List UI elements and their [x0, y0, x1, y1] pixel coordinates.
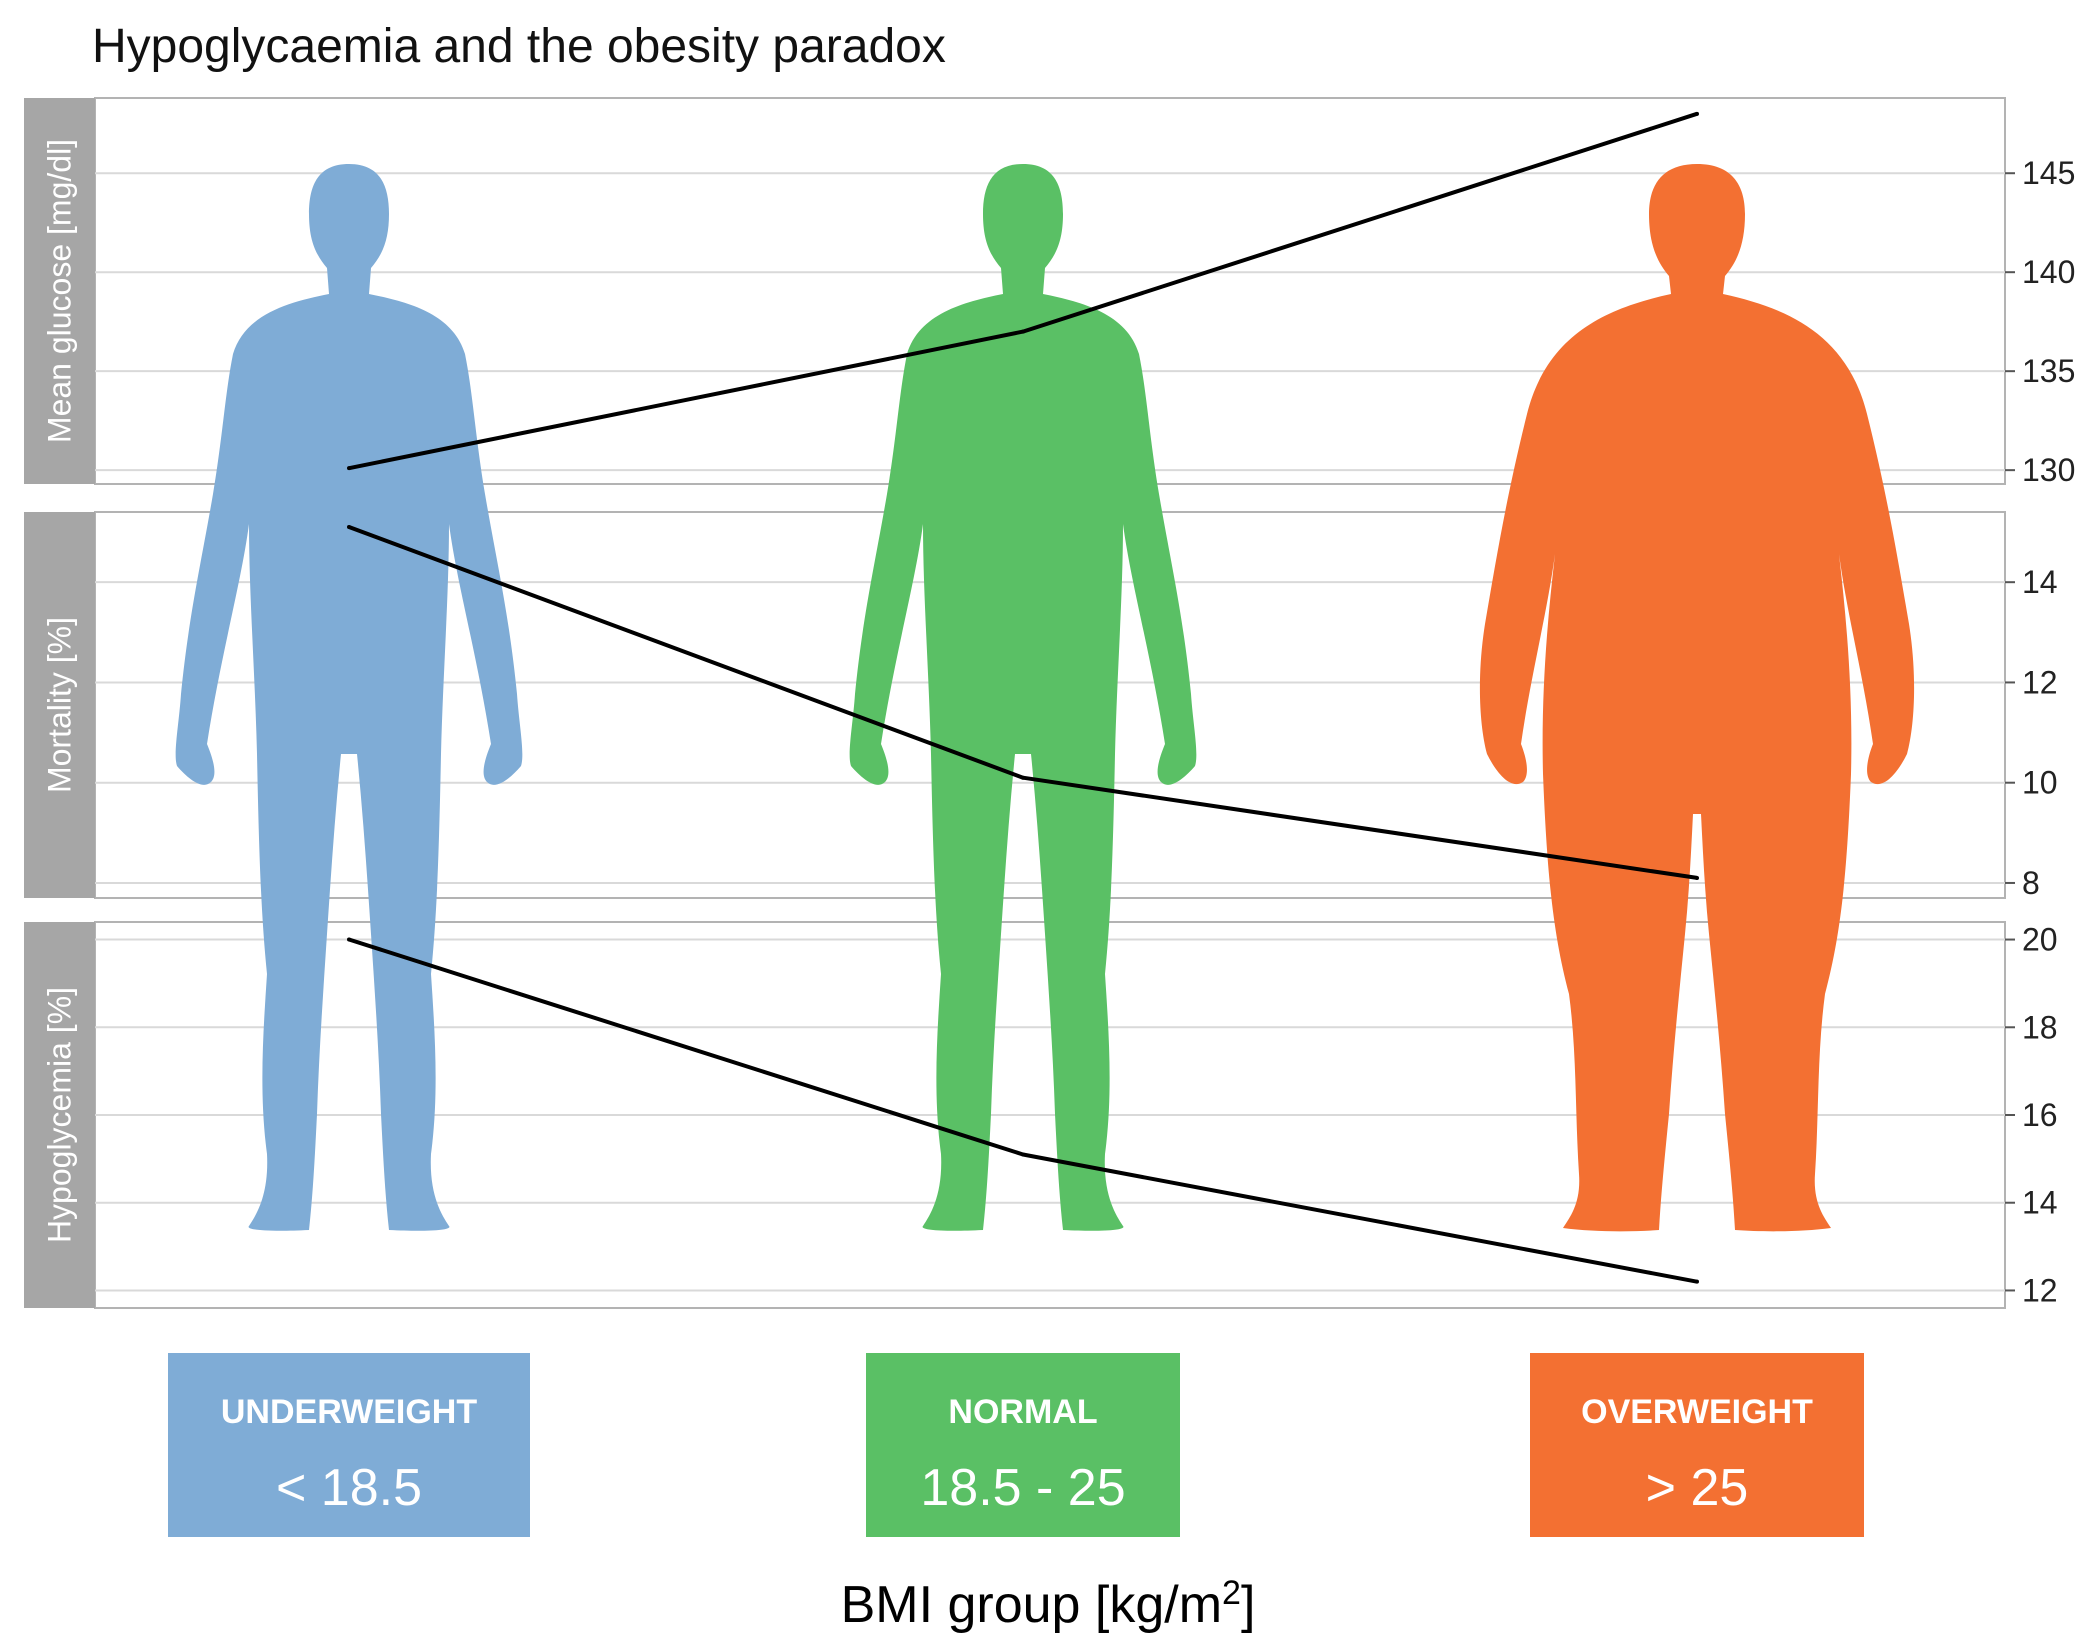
panel-ylabel: Mortality [%] [42, 617, 78, 793]
y-tick-label: 140 [2022, 254, 2075, 290]
chart-title: Hypoglycaemia and the obesity paradox [92, 20, 946, 73]
y-tick-label: 10 [2022, 765, 2058, 801]
data-point-hypoglycemia-underweight [347, 937, 351, 942]
category-box-normal-bg [866, 1353, 1180, 1537]
category-range-normal: 18.5 - 25 [920, 1459, 1125, 1517]
x-axis-label-sup: 2 [1222, 1574, 1241, 1612]
panel-strip [24, 98, 95, 484]
y-tick-label: 130 [2022, 452, 2075, 488]
data-point-mortality-normal [1021, 775, 1025, 780]
data-point-mean-glucose-mg-dl-overweight [1695, 111, 1699, 116]
y-tick-label: 145 [2022, 155, 2075, 191]
data-point-hypoglycemia-normal [1021, 1152, 1025, 1157]
data-point-mean-glucose-mg-dl-normal [1021, 329, 1025, 334]
category-box-overweight: OVERWEIGHT > 25 [1530, 1353, 1864, 1537]
category-box-underweight: UNDERWEIGHT < 18.5 [168, 1353, 530, 1537]
category-box-normal: NORMAL 18.5 - 25 [866, 1353, 1180, 1537]
data-point-mean-glucose-mg-dl-underweight [347, 466, 351, 471]
category-name-underweight: UNDERWEIGHT [221, 1393, 477, 1431]
data-point-mortality-overweight [1695, 875, 1699, 880]
panel-ylabel: Mean glucose [mg/dl] [42, 139, 78, 443]
y-tick-label: 18 [2022, 1009, 2058, 1045]
x-axis-label-close: ] [1241, 1576, 1255, 1634]
category-box-underweight-bg [168, 1353, 530, 1537]
y-tick-label: 14 [2022, 564, 2058, 600]
y-tick-label: 20 [2022, 922, 2058, 958]
y-tick-label: 12 [2022, 1272, 2058, 1308]
data-point-hypoglycemia-overweight [1695, 1279, 1699, 1284]
y-tick-label: 14 [2022, 1185, 2058, 1221]
category-name-overweight: OVERWEIGHT [1581, 1393, 1813, 1431]
y-tick-label: 8 [2022, 865, 2040, 901]
lines [347, 111, 1699, 1284]
panel-strip [24, 512, 95, 898]
x-axis-label-text: BMI group [kg/m [841, 1576, 1222, 1634]
category-range-underweight: < 18.5 [276, 1459, 422, 1517]
x-axis-label: BMI group [kg/m2] [841, 1574, 1256, 1634]
panel-strip [24, 922, 95, 1308]
y-tick-label: 16 [2022, 1097, 2058, 1133]
category-box-overweight-bg [1530, 1353, 1864, 1537]
y-tick-label: 12 [2022, 664, 2058, 700]
category-name-normal: NORMAL [948, 1393, 1097, 1431]
y-tick-label: 135 [2022, 353, 2075, 389]
category-boxes: UNDERWEIGHT < 18.5 NORMAL 18.5 - 25 OVER… [168, 1353, 1864, 1537]
category-range-overweight: > 25 [1646, 1459, 1749, 1517]
panel-ylabel: Hypoglycemia [%] [42, 987, 78, 1243]
data-point-mortality-underweight [347, 525, 351, 530]
